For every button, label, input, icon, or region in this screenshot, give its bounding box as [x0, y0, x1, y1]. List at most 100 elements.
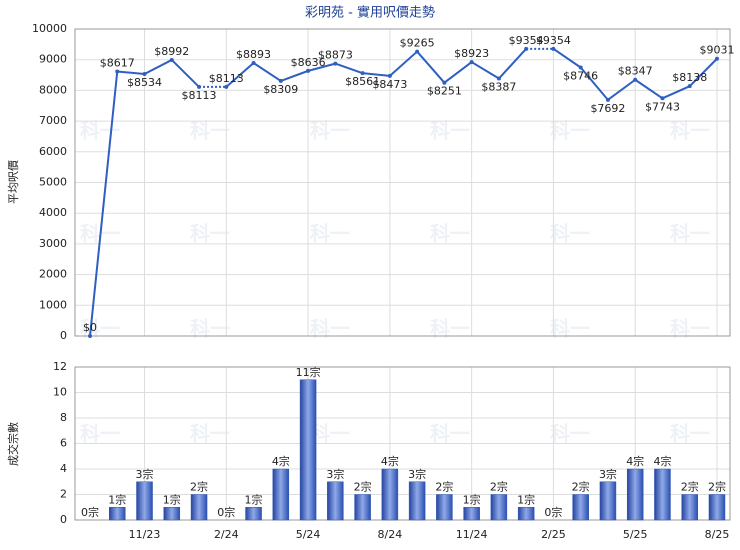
data-point [415, 49, 420, 54]
watermark: 科一 [430, 222, 470, 246]
data-label: 2宗 [435, 480, 453, 494]
data-label: $8309 [263, 83, 298, 96]
bar [626, 468, 644, 521]
data-label: $8113 [209, 72, 244, 85]
line-segment [335, 62, 363, 75]
y-tick-label: 1000 [39, 298, 67, 311]
line-segment [225, 62, 255, 88]
data-label: $8387 [481, 81, 516, 94]
bar [327, 481, 344, 521]
plot-frame [74, 366, 731, 521]
data-label: 2宗 [572, 480, 590, 494]
bar [381, 468, 399, 521]
bar [599, 481, 617, 521]
line-segment [579, 66, 609, 101]
data-label: 1宗 [163, 492, 181, 506]
bar [245, 507, 262, 521]
plot-frame [74, 28, 731, 337]
watermark: 科一 [550, 317, 590, 341]
line-segment [89, 71, 119, 337]
y-tick-label: 10 [53, 386, 67, 399]
y-tick-label: 5000 [39, 176, 67, 189]
data-point [578, 65, 583, 70]
data-label: 4宗 [272, 454, 290, 468]
data-label: $0 [83, 321, 97, 334]
line-segment [634, 78, 664, 100]
line-segment [498, 48, 527, 80]
data-point [142, 72, 147, 77]
data-label: 4宗 [626, 454, 644, 468]
y-tick-label: 12 [53, 360, 67, 373]
data-label: 1宗 [245, 492, 263, 506]
line-segment [471, 61, 500, 80]
watermark: 科一 [310, 222, 350, 246]
data-label: $9354 [536, 34, 571, 47]
data-point [306, 68, 311, 73]
data-label: $8636 [291, 56, 326, 69]
data-label: 4宗 [653, 454, 671, 468]
data-point [551, 46, 556, 51]
y-tick-label: 0 [60, 513, 67, 526]
line-segment [253, 62, 282, 82]
data-label: 2宗 [190, 480, 208, 494]
data-label: 0宗 [81, 505, 99, 519]
data-point [496, 76, 501, 81]
data-point [660, 96, 665, 101]
bar [272, 468, 290, 521]
data-label: $8251 [427, 85, 462, 98]
x-tick-label: 5/25 [623, 528, 648, 541]
data-point [197, 84, 202, 89]
x-tick-label: 2/24 [214, 528, 239, 541]
data-point [278, 78, 283, 83]
data-label: 3宗 [136, 467, 154, 481]
x-tick-label: 11/23 [129, 528, 161, 541]
x-tick-label: 5/24 [296, 528, 321, 541]
line-segment [362, 72, 390, 77]
watermark: 科一 [190, 422, 230, 446]
bar [163, 507, 181, 521]
data-label: $9265 [400, 37, 435, 50]
data-label: 2宗 [354, 480, 372, 494]
data-label: 4宗 [381, 454, 399, 468]
data-label: $7743 [645, 100, 680, 113]
watermark: 科一 [190, 317, 230, 341]
line-segment [443, 61, 473, 84]
data-label: 2宗 [708, 480, 726, 494]
bar [681, 494, 698, 521]
y-tick-label: 8 [60, 411, 67, 424]
line-segment [389, 50, 418, 77]
data-point [387, 73, 392, 78]
bar [299, 379, 317, 521]
y-tick-label: 7000 [39, 114, 67, 127]
y-tick-label: 2000 [39, 268, 67, 281]
line-segment [280, 69, 309, 82]
bar [136, 481, 153, 521]
data-label: $8992 [154, 45, 189, 58]
x-tick-label: 2/25 [541, 528, 566, 541]
data-label: 3宗 [408, 467, 426, 481]
data-label: 0宗 [544, 505, 562, 519]
data-label: $8138 [672, 71, 707, 84]
watermark: 科一 [670, 422, 710, 446]
watermark: 科一 [550, 222, 590, 246]
bar [490, 494, 508, 521]
watermark: 科一 [80, 119, 120, 143]
watermark: 科一 [550, 422, 590, 446]
bar [572, 494, 589, 521]
y-tick-label: 8000 [39, 83, 67, 96]
y-tick-label: 0 [60, 329, 67, 342]
data-point [469, 60, 474, 65]
watermark: 科一 [310, 119, 350, 143]
watermark: 科一 [310, 422, 350, 446]
data-label: $8113 [182, 89, 217, 102]
x-tick-label: 8/24 [378, 528, 403, 541]
data-point [115, 69, 120, 74]
y-axis-label: 平均呎價 [6, 160, 20, 204]
y-tick-label: 2 [60, 488, 67, 501]
y-tick-label: 4000 [39, 206, 67, 219]
line-segment [416, 50, 446, 84]
data-point [360, 71, 365, 76]
data-label: $8347 [618, 65, 653, 78]
chart-title: 彩明苑 - 實用呎價走勢 [305, 5, 435, 21]
